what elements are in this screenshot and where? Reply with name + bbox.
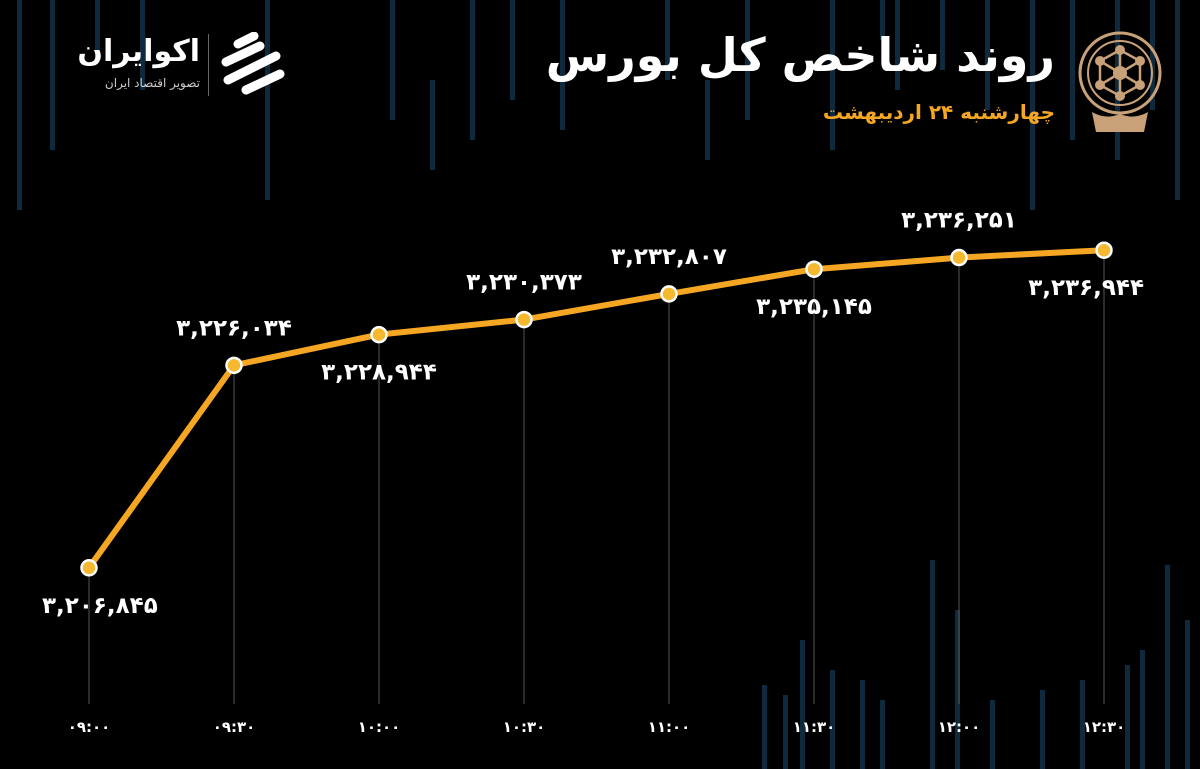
data-label: ۳,۲۰۶,۸۴۵ xyxy=(42,593,158,619)
index-markers xyxy=(80,241,1113,577)
background-bar xyxy=(955,610,960,769)
x-tick-label: ۱۲:۰۰ xyxy=(938,718,981,736)
background-bar xyxy=(830,0,835,150)
ecoiran-brand: اکوایران تصویر اقتصاد ایران xyxy=(40,28,300,108)
background-bar xyxy=(1030,0,1035,210)
background-bar xyxy=(940,0,945,70)
data-point xyxy=(950,248,968,267)
background-bar xyxy=(880,700,885,769)
data-point xyxy=(225,356,243,375)
background-bar xyxy=(140,0,145,90)
data-label: ۳,۲۳۵,۱۴۵ xyxy=(756,294,872,320)
data-point xyxy=(1095,241,1113,259)
series-line xyxy=(86,247,1107,571)
background-bar xyxy=(985,0,990,110)
ecoiran-logo-icon xyxy=(221,32,285,95)
background-bar xyxy=(895,0,900,90)
background-bar xyxy=(783,695,788,769)
brand-divider xyxy=(208,34,209,96)
background-bar xyxy=(1125,665,1130,769)
background-bar xyxy=(1070,0,1075,140)
data-point xyxy=(515,310,533,329)
background-bar xyxy=(705,80,710,160)
x-tick-label: ۰۹:۳۰ xyxy=(213,718,256,736)
background-bar xyxy=(470,0,475,140)
background-bar xyxy=(1080,680,1085,769)
background-candlestick-decoration xyxy=(17,0,1190,769)
background-bar xyxy=(390,0,395,120)
x-axis-tick-labels: ۰۹:۰۰ ۰۹:۳۰ ۱۰:۰۰ ۱۰:۳۰ ۱۱:۰۰ ۱۱:۳۰ ۱۲:۰۰ ۱۲:۳۰ xyxy=(68,718,1126,736)
x-tick-label: ۱۰:۳۰ xyxy=(503,718,546,736)
background-bar xyxy=(265,0,270,200)
x-tick-label: ۰۹:۰۰ xyxy=(68,718,111,736)
brand-tagline: تصویر اقتصاد ایران xyxy=(104,76,200,90)
x-tick-label: ۱۲:۳۰ xyxy=(1083,718,1126,736)
background-bar xyxy=(990,700,995,769)
x-tick-label: ۱۰:۰۰ xyxy=(358,718,401,736)
background-bar xyxy=(745,0,750,120)
data-point xyxy=(370,325,388,344)
background-bar xyxy=(1185,620,1190,769)
vertical-guide-lines xyxy=(88,250,1105,704)
data-point xyxy=(805,260,823,278)
background-bar xyxy=(430,80,435,170)
background-bar xyxy=(50,0,55,150)
x-tick-label: ۱۱:۳۰ xyxy=(793,718,836,736)
background-bar xyxy=(800,640,805,769)
background-bar xyxy=(1115,0,1120,160)
data-label: ۳,۲۳۰,۳۷۳ xyxy=(466,270,582,296)
stock-exchange-emblem-icon xyxy=(1078,31,1162,132)
background-bar xyxy=(560,0,565,130)
background-bar xyxy=(1175,0,1180,200)
brand-name: اکوایران xyxy=(77,34,200,69)
chart-subtitle: چهارشنبه ۲۴ اردیبهشت xyxy=(822,100,1055,124)
data-point xyxy=(80,559,98,577)
data-label: ۳,۲۲۶,۰۳۴ xyxy=(176,315,292,341)
background-bar xyxy=(880,0,885,40)
x-tick-label: ۱۱:۰۰ xyxy=(648,718,691,736)
index-series xyxy=(86,247,1107,571)
data-point xyxy=(660,285,678,303)
background-bar xyxy=(1165,565,1170,769)
data-label: ۳,۲۳۶,۹۴۴ xyxy=(1028,275,1144,301)
data-label: ۳,۲۲۸,۹۴۴ xyxy=(321,360,437,386)
background-bar xyxy=(95,0,100,60)
data-label: ۳,۲۳۶,۲۵۱ xyxy=(901,208,1017,234)
background-bar xyxy=(510,0,515,100)
data-labels: ۳,۲۰۶,۸۴۵ ۳,۲۲۶,۰۳۴ ۳,۲۲۸,۹۴۴ ۳,۲۳۰,۳۷۳ ۳,۲۳… xyxy=(42,208,1144,619)
chart-title: روند شاخص کل بورس xyxy=(545,28,1055,82)
background-bar xyxy=(1140,650,1145,769)
background-bar xyxy=(1150,0,1155,110)
background-bar xyxy=(17,0,22,210)
background-bar xyxy=(1040,690,1045,769)
background-bar xyxy=(762,685,767,769)
background-bar xyxy=(930,560,935,769)
background-bar xyxy=(860,680,865,769)
background-bar xyxy=(830,670,835,769)
background-bar xyxy=(665,0,670,80)
data-label: ۳,۲۳۲,۸۰۷ xyxy=(611,244,727,270)
